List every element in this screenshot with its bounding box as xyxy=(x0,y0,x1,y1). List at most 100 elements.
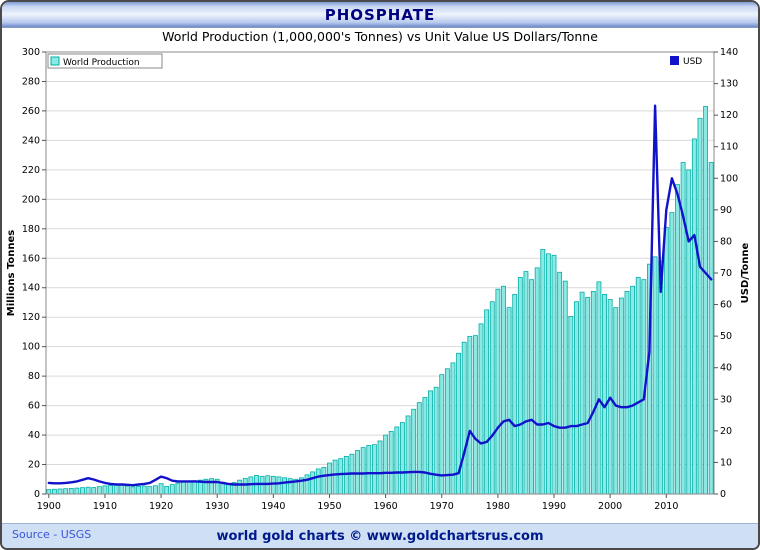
bar xyxy=(411,408,417,495)
bar xyxy=(130,486,136,495)
right-tick-label: 120 xyxy=(720,110,738,121)
left-tick-label: 80 xyxy=(28,371,40,382)
right-tick-label: 70 xyxy=(720,268,732,279)
right-tick-label: 140 xyxy=(720,47,738,58)
bar xyxy=(355,450,360,495)
bar xyxy=(63,488,69,495)
bar xyxy=(551,254,557,495)
bar xyxy=(310,471,316,495)
source-label: Source - USGS xyxy=(12,528,92,541)
bar xyxy=(282,477,287,495)
bar xyxy=(669,212,675,495)
bar xyxy=(506,307,512,495)
bar xyxy=(192,480,198,495)
bar xyxy=(321,467,327,495)
right-tick-label: 20 xyxy=(720,426,732,437)
bar xyxy=(46,489,52,495)
bar xyxy=(102,485,108,495)
x-tick-label: 2000 xyxy=(598,501,622,512)
bar xyxy=(113,484,119,495)
bar xyxy=(242,477,248,495)
bar xyxy=(534,267,540,495)
bar xyxy=(596,281,602,495)
bar xyxy=(708,162,714,495)
bar xyxy=(237,479,243,495)
bar xyxy=(523,271,529,495)
bar xyxy=(80,487,85,495)
right-tick-label: 80 xyxy=(720,236,732,247)
x-tick-label: 1910 xyxy=(93,501,117,512)
bar xyxy=(360,447,366,495)
left-tick-label: 280 xyxy=(22,76,40,87)
bar xyxy=(371,444,377,495)
bar xyxy=(315,468,321,495)
left-tick-label: 20 xyxy=(28,460,40,471)
bar xyxy=(332,459,338,495)
bar xyxy=(57,488,63,495)
bar xyxy=(691,138,697,495)
bar xyxy=(545,253,551,495)
legend-usd-label: USD xyxy=(683,57,702,67)
left-tick-label: 140 xyxy=(22,283,40,294)
bar xyxy=(96,486,102,495)
bar xyxy=(164,485,170,495)
bar xyxy=(585,296,591,495)
right-tick-label: 50 xyxy=(720,331,732,342)
chart-subtitle: World Production (1,000,000's Tonnes) vs… xyxy=(2,28,758,46)
bar xyxy=(658,260,664,495)
bar xyxy=(568,316,574,495)
bar xyxy=(338,458,344,495)
bar xyxy=(467,335,473,495)
page-title: PHOSPHATE xyxy=(324,5,436,24)
bar xyxy=(416,402,422,495)
bar xyxy=(663,226,669,495)
left-axis-title: Millions Tonnes xyxy=(6,230,17,316)
footer-bar: Source - USGS world gold charts © www.go… xyxy=(2,523,758,548)
x-tick-label: 1970 xyxy=(430,501,454,512)
x-tick-label: 1960 xyxy=(374,501,398,512)
bar xyxy=(461,341,467,495)
credit-label: world gold charts © www.goldchartsrus.co… xyxy=(216,528,544,544)
legend-production-label: World Production xyxy=(63,58,140,68)
bar xyxy=(405,415,411,495)
bar xyxy=(327,462,332,495)
bar xyxy=(377,440,383,495)
production-swatch-icon xyxy=(50,56,60,66)
bar xyxy=(703,106,709,495)
bar xyxy=(85,486,91,495)
chart-canvas: 0204060801001201401601802002202402602803… xyxy=(2,46,758,523)
bar xyxy=(574,301,579,495)
bar xyxy=(400,422,405,495)
bar xyxy=(276,476,282,495)
bar xyxy=(366,444,372,495)
bar xyxy=(186,480,192,495)
bar xyxy=(51,488,57,495)
bar xyxy=(529,279,534,495)
left-tick-label: 60 xyxy=(28,401,40,412)
bar xyxy=(624,291,630,495)
bar xyxy=(108,485,113,495)
right-tick-label: 90 xyxy=(720,205,732,216)
bar xyxy=(517,277,523,495)
bar xyxy=(501,285,506,495)
usd-line xyxy=(47,104,713,487)
bar xyxy=(512,293,518,495)
left-tick-label: 100 xyxy=(22,342,40,353)
right-tick-label: 60 xyxy=(720,300,732,311)
right-tick-label: 0 xyxy=(720,489,726,500)
x-tick-label: 1920 xyxy=(149,501,173,512)
bar xyxy=(153,485,158,495)
bar xyxy=(630,285,636,495)
bar xyxy=(618,297,624,495)
bar xyxy=(675,184,680,495)
bar xyxy=(613,307,619,495)
bar xyxy=(579,291,585,495)
x-tick-label: 1900 xyxy=(37,501,61,512)
bar xyxy=(602,293,607,495)
bar xyxy=(169,484,175,495)
bar xyxy=(697,117,703,495)
right-tick-label: 100 xyxy=(720,173,738,184)
right-tick-label: 110 xyxy=(720,142,738,153)
bar xyxy=(226,483,231,495)
left-tick-label: 200 xyxy=(22,194,40,205)
